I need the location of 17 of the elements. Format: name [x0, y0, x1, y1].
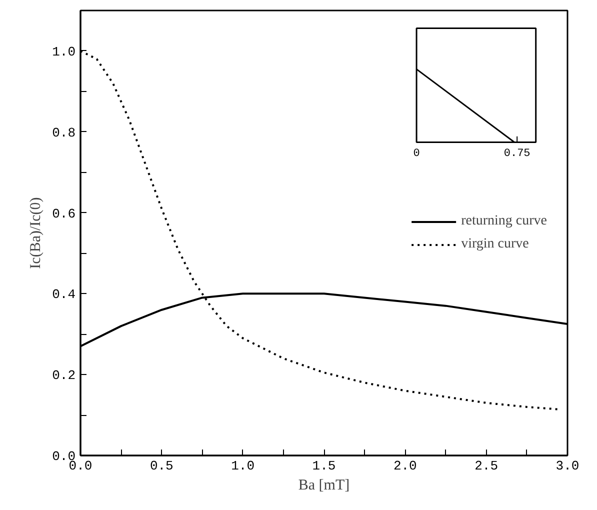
x-tick-label: 0.75 — [504, 148, 530, 160]
x-tick-label: 1.5 — [312, 458, 336, 474]
y-tick-label: 0.2 — [52, 368, 76, 384]
y-tick-label: 0.6 — [52, 206, 76, 222]
x-tick-label: 2.0 — [393, 458, 417, 474]
y-tick-label: 1.0 — [52, 44, 76, 60]
x-tick-label: 0.5 — [150, 458, 174, 474]
y-axis-title: Ic(Ba)/Ic(0) — [28, 197, 44, 269]
x-axis-title: Ba [mT] — [298, 478, 350, 494]
x-tick-label: 1.0 — [231, 458, 255, 474]
legend-label: returning curve — [461, 213, 547, 229]
x-tick-label: 3.0 — [556, 458, 580, 474]
x-tick-label: 2.5 — [474, 458, 498, 474]
x-tick-label: 0 — [413, 148, 420, 160]
legend-label: virgin curve — [461, 236, 529, 252]
y-tick-label: 0.8 — [52, 125, 76, 140]
y-tick-label: 0.4 — [52, 287, 76, 302]
